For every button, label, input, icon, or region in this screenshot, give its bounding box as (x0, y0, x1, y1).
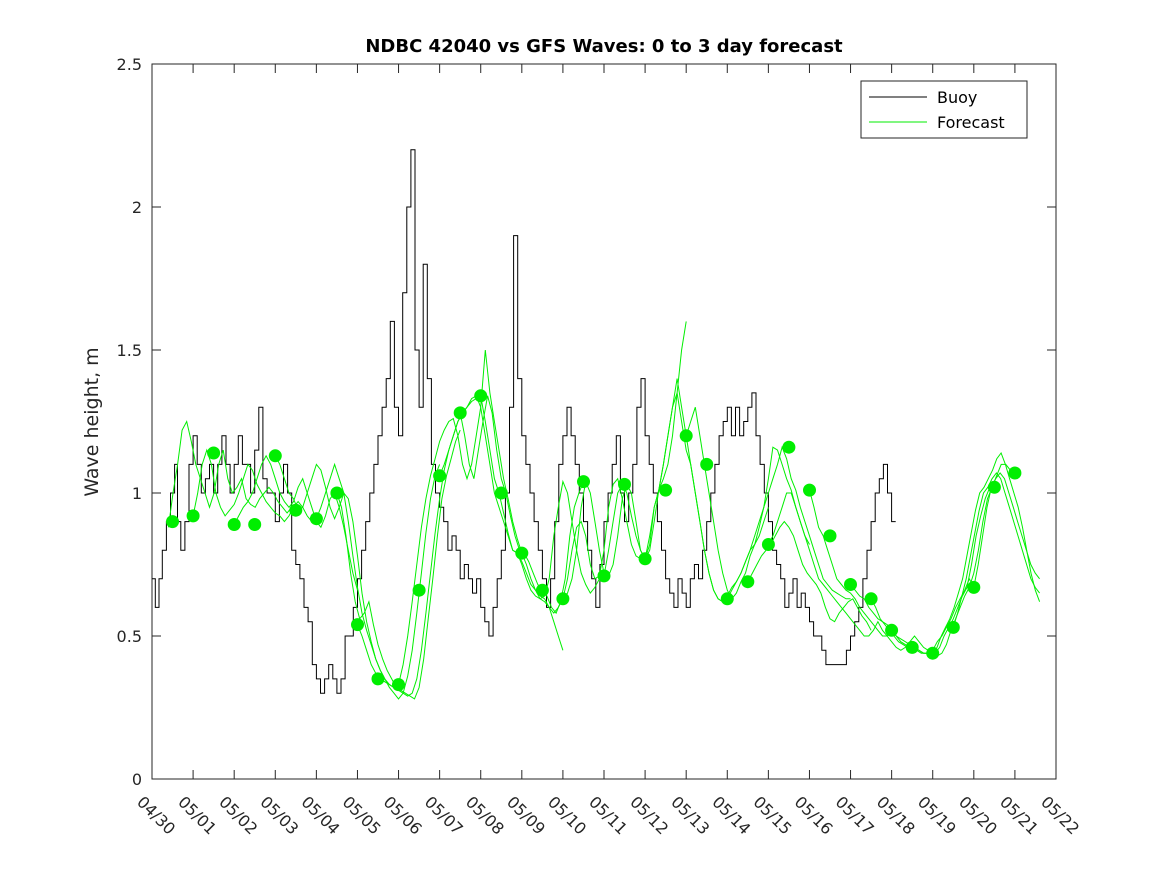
forecast-marker (659, 483, 673, 497)
legend-buoy-label: Buoy (937, 88, 977, 107)
forecast-marker (700, 457, 714, 471)
forecast-marker (844, 578, 857, 591)
forecast-marker (474, 389, 488, 403)
forecast-marker (494, 486, 508, 500)
y-tick-label: 2 (132, 198, 142, 217)
forecast-marker (577, 475, 590, 489)
legend-forecast-label: Forecast (937, 113, 1005, 132)
forecast-marker (803, 483, 816, 497)
legend-box (860, 80, 1028, 139)
forecast-marker (864, 592, 878, 606)
forecast-marker (987, 480, 1001, 494)
forecast-marker (309, 512, 323, 526)
chart-title: NDBC 42040 vs GFS Waves: 0 to 3 day fore… (365, 36, 843, 57)
forecast-marker (289, 503, 303, 517)
forecast-marker (741, 575, 755, 589)
forecast-marker (761, 538, 775, 551)
forecast-marker (597, 569, 611, 583)
forecast-run-line (973, 472, 1040, 588)
forecast-marker (453, 406, 467, 420)
forecast-marker (782, 440, 796, 454)
buoy-line (152, 149, 896, 694)
forecast-marker (535, 583, 549, 597)
forecast-run-line (521, 477, 646, 614)
y-tick-label: 2.5 (117, 55, 142, 74)
forecast-marker (638, 552, 652, 566)
forecast-marker (268, 449, 282, 463)
forecast-run-line (562, 321, 687, 600)
forecast-marker (351, 618, 364, 632)
forecast-marker (946, 620, 960, 634)
forecast-marker (926, 646, 940, 660)
forecast-marker (207, 446, 221, 460)
forecast-run-line (398, 349, 523, 685)
forecast-marker (1008, 466, 1022, 480)
forecast-marker (166, 515, 179, 529)
forecast-marker (392, 678, 405, 692)
plot-area (151, 63, 1057, 780)
forecast-marker (905, 640, 919, 654)
forecast-marker (720, 592, 734, 606)
forecast-run-line (932, 451, 1041, 654)
forecast-run-line (685, 407, 810, 600)
forecast-marker (330, 486, 344, 500)
forecast-marker (248, 518, 262, 531)
legend: Buoy Forecast (860, 80, 1028, 139)
forecast-run-line (809, 489, 933, 654)
y-tick-label: 0.5 (117, 627, 142, 646)
forecast-marker (679, 429, 693, 443)
forecast-run-line (726, 445, 851, 600)
forecast-marker (885, 623, 899, 637)
y-axis-label: Wave height, m (81, 347, 103, 496)
forecast-markers (166, 389, 1022, 692)
forecast-marker (186, 509, 200, 523)
forecast-run-line (952, 472, 1040, 628)
forecast-marker (556, 592, 570, 606)
y-tick-label: 0 (132, 770, 142, 789)
forecast-run-line (480, 395, 605, 600)
forecast-marker (515, 546, 529, 560)
forecast-run-line (767, 492, 892, 637)
y-axis: 0 0.5 1 1.5 2 2.5 (117, 55, 1056, 789)
forecast-marker (412, 583, 426, 597)
forecast-marker (823, 529, 837, 543)
forecast-run-line (167, 420, 293, 528)
y-tick-label: 1.5 (117, 341, 142, 360)
buoy-series (152, 149, 896, 694)
forecast-marker (618, 477, 631, 491)
forecast-marker (371, 672, 385, 686)
forecast-marker (433, 469, 447, 483)
y-tick-label: 1 (132, 484, 142, 503)
forecast-marker (227, 518, 241, 531)
forecast-marker (967, 580, 981, 594)
forecast-run-line (233, 454, 358, 591)
axes-box (151, 63, 1057, 780)
